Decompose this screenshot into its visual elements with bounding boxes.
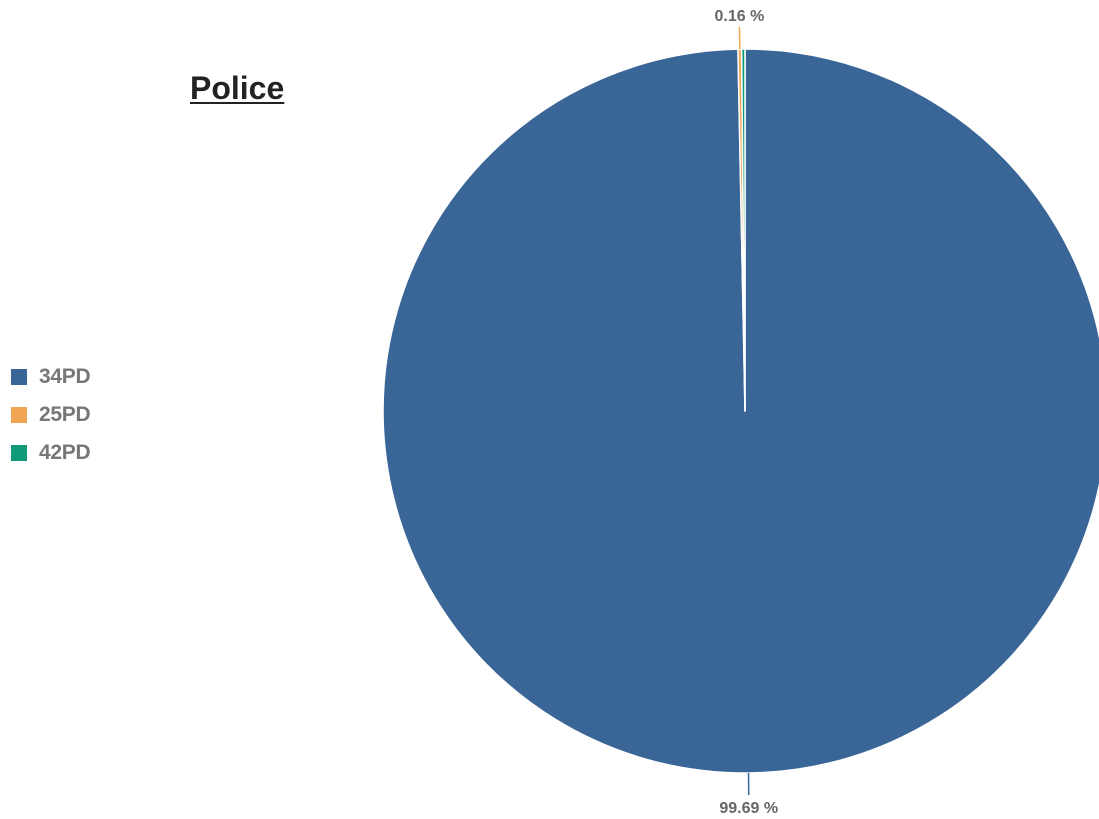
pie-slice-42pd[interactable] [740,48,746,412]
legend-label-34pd: 34PD [39,365,91,388]
legend-item-34pd[interactable]: 34PD [11,358,91,396]
slice-label-25pd: 0.16 % [715,8,765,25]
legend-item-25pd[interactable]: 25PD [11,396,91,434]
pie-slice-34pd[interactable] [382,48,1099,774]
chart-title: Police [190,70,285,106]
legend-label-25pd: 25PD [39,403,91,426]
legend-label-42pd: 42PD [39,441,91,464]
chart-legend: 34PD 25PD 42PD [11,358,91,472]
pie-slices [382,48,1099,774]
legend-swatch-34pd [11,369,27,385]
pie-leader-lines [738,27,750,795]
slice-label-34pd: 99.69 % [719,800,778,817]
legend-swatch-42pd [11,445,27,461]
legend-item-42pd[interactable]: 42PD [11,434,91,472]
legend-swatch-25pd [11,407,27,423]
